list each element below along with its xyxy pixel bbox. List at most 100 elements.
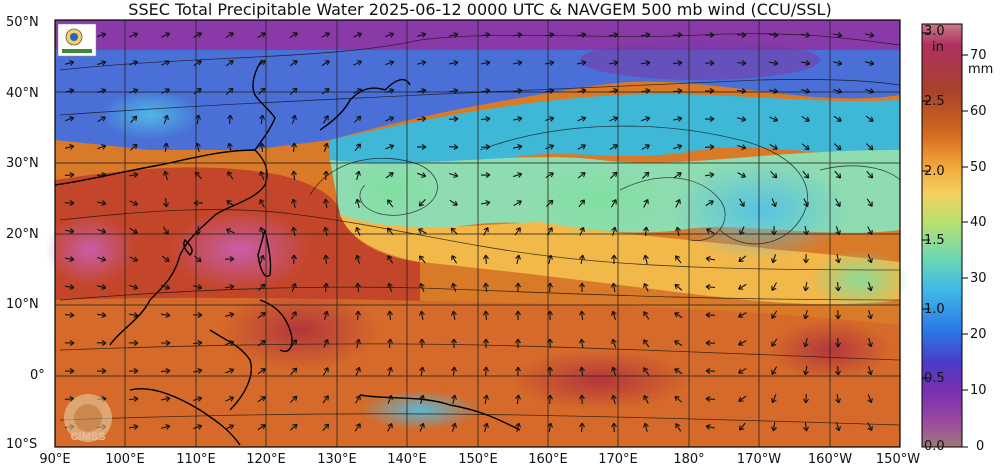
- wind-arrow: [65, 144, 75, 150]
- wind-arrow: [515, 310, 521, 321]
- wind-arrow: [643, 422, 649, 432]
- wind-arrow: [385, 88, 395, 94]
- lat-label-20n: 20°N: [6, 227, 39, 242]
- wind-arrow: [545, 172, 554, 179]
- wind-arrow: [451, 338, 457, 349]
- wind-arrow: [643, 339, 650, 348]
- wind-arrow: [803, 225, 809, 236]
- cb-mm-40: 40: [970, 215, 987, 230]
- wind-arrow: [258, 87, 266, 95]
- wind-arrow: [801, 115, 810, 122]
- wind-arrow: [289, 423, 298, 431]
- wind-arrow: [672, 116, 683, 122]
- map-frame: [54, 19, 901, 448]
- wind-arrow: [770, 171, 778, 179]
- lon-label-90e: 90°E: [39, 452, 71, 467]
- wind-arrow: [193, 368, 203, 374]
- wind-arrow: [417, 32, 427, 38]
- lon-label-160w: 160°W: [807, 452, 853, 467]
- wind-arrow: [321, 60, 330, 67]
- wind-arrow: [483, 282, 489, 293]
- wind-arrow: [129, 32, 139, 38]
- wind-streamlines: [59, 33, 901, 426]
- lon-label-180: 180°: [673, 452, 705, 467]
- wind-arrow: [353, 88, 362, 94]
- lat-label-10s: 10°S: [6, 437, 38, 452]
- wind-arrow: [867, 226, 873, 236]
- wind-arrow: [291, 114, 297, 124]
- wind-arrow: [513, 144, 523, 150]
- cb-inch-0-5: 0.5: [924, 371, 945, 386]
- wind-arrow: [129, 256, 139, 262]
- lon-label-130e: 130°E: [317, 452, 357, 467]
- wind-arrow: [448, 116, 459, 122]
- wind-arrow: [257, 340, 266, 347]
- lat-label-0: 0°: [30, 368, 45, 383]
- wind-arrow: [225, 340, 235, 346]
- wind-arrow: [385, 144, 395, 150]
- wind-arrow: [419, 338, 425, 349]
- lon-label-160e: 160°E: [528, 452, 568, 467]
- wind-arrow: [129, 227, 138, 234]
- wind-arrow: [451, 422, 457, 432]
- wind-arrow: [609, 116, 619, 122]
- wind-arrow: [227, 114, 233, 125]
- wind-arrow: [769, 116, 779, 122]
- wind-arrow: [834, 170, 842, 179]
- lat-label-50n: 50°N: [6, 15, 39, 30]
- wind-arrow: [576, 32, 587, 38]
- wind-arrow: [771, 254, 777, 264]
- wind-arrow: [291, 170, 297, 181]
- wind-arrow: [387, 338, 393, 349]
- wind-arrow: [802, 170, 810, 179]
- wind-arrow: [608, 32, 619, 38]
- wind-arrow: [577, 144, 586, 150]
- wind-arrow: [579, 282, 585, 293]
- wind-arrow: [416, 116, 427, 122]
- wind-arrow: [417, 172, 427, 178]
- wind-arrow: [96, 368, 107, 374]
- cb-mm-30: 30: [970, 271, 987, 286]
- wind-arrow: [322, 423, 330, 432]
- wind-arrow: [65, 116, 75, 122]
- lon-label-170w: 170°W: [736, 452, 782, 467]
- wind-arrow: [387, 422, 393, 432]
- cimss-watermark: CIMSS: [64, 394, 112, 443]
- wind-arrow: [225, 396, 235, 402]
- wind-arrow: [259, 114, 265, 125]
- wind-arrow: [130, 115, 138, 124]
- wind-arrow: [611, 338, 617, 348]
- wind-arrow: [867, 394, 873, 404]
- wind-arrow: [705, 368, 716, 374]
- wind-arrow: [803, 421, 809, 432]
- wind-arrow: [672, 88, 683, 94]
- wind-arrow: [544, 88, 555, 94]
- wind-arrow: [322, 367, 329, 376]
- wind-arrow: [353, 32, 363, 38]
- wind-arrow: [387, 394, 393, 404]
- wind-arrow: [193, 200, 204, 206]
- wind-arrow: [161, 284, 171, 290]
- wind-arrow: [547, 254, 553, 264]
- wind-arrow: [737, 144, 747, 150]
- wind-arrow: [483, 366, 489, 377]
- wind-arrow: [385, 32, 395, 38]
- wind-arrow: [97, 116, 106, 122]
- wind-arrow: [835, 226, 841, 236]
- wind-arrow: [674, 312, 683, 319]
- cb-inch-unit: in: [932, 40, 944, 55]
- wind-arrow: [128, 368, 139, 374]
- wind-arrow: [675, 226, 681, 237]
- wind-arrow: [611, 394, 617, 405]
- wind-arrow: [771, 310, 778, 319]
- cb-mm-20: 20: [970, 327, 987, 342]
- wind-arrow: [579, 226, 585, 236]
- wind-arrow: [672, 32, 683, 38]
- wind-arrow: [515, 394, 521, 405]
- wind-arrow: [480, 200, 491, 206]
- wind-arrow: [193, 255, 202, 263]
- wind-arrow: [865, 60, 875, 66]
- wind-arrow: [866, 170, 874, 179]
- wind-arrow: [738, 395, 747, 402]
- wind-arrow: [354, 423, 361, 432]
